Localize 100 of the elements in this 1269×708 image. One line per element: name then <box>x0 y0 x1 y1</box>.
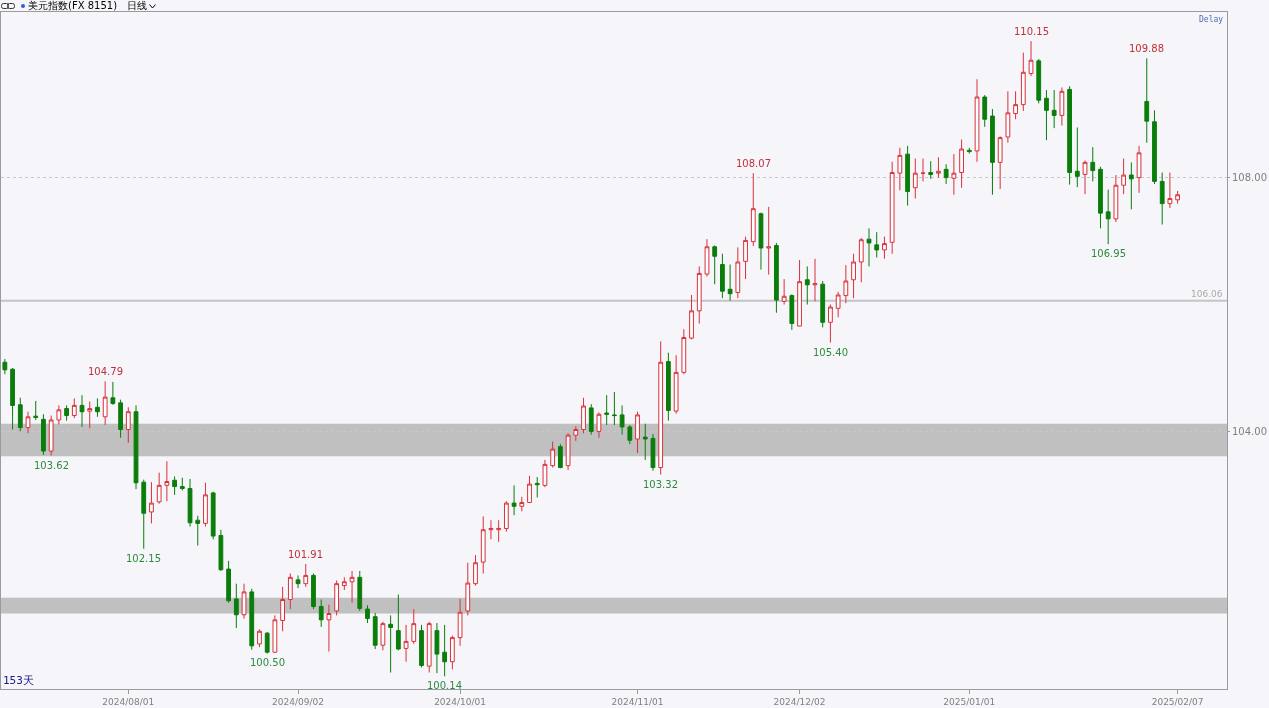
candlestick <box>203 482 208 528</box>
candlestick <box>272 614 278 654</box>
candlestick <box>48 415 54 457</box>
annotation: 104.79 <box>88 366 123 377</box>
candlestick <box>241 583 247 620</box>
candlestick <box>774 242 779 314</box>
text: Delay <box>1199 15 1224 24</box>
candlestick <box>179 477 185 491</box>
y-tick-label: 104.00 <box>1232 425 1267 437</box>
candlestick <box>588 403 594 436</box>
annotation: 102.15 <box>126 553 161 564</box>
candlestick <box>264 631 270 654</box>
candlestick <box>496 519 502 543</box>
candlestick <box>457 598 463 647</box>
candlestick <box>442 624 448 677</box>
candlestick <box>372 612 378 650</box>
candlestick <box>33 400 39 421</box>
candlestick <box>766 206 772 276</box>
candlestick <box>295 574 301 589</box>
candlestick <box>519 496 525 512</box>
candlestick <box>303 563 309 588</box>
candlestick <box>696 265 702 325</box>
candlestick <box>1090 146 1096 182</box>
candlestick <box>557 443 563 469</box>
candlestick <box>233 583 239 629</box>
candlestick <box>858 237 864 283</box>
candlestick <box>642 423 648 461</box>
candlestick <box>565 432 571 471</box>
candlestick <box>195 515 201 547</box>
x-tick-label: 2024/12/02 <box>773 696 826 707</box>
candlestick <box>635 411 640 454</box>
candlestick <box>596 411 602 439</box>
x-tick-label: 2024/08/01 <box>102 696 155 707</box>
candlestick <box>943 163 949 185</box>
candlestick <box>149 481 154 524</box>
candlestick <box>781 278 787 305</box>
candlestick <box>1074 126 1080 188</box>
candlestick <box>102 380 108 426</box>
candlestick <box>1082 159 1088 195</box>
candlestick <box>280 586 286 632</box>
candlestick <box>966 147 972 154</box>
candlestick <box>172 475 177 496</box>
candlestick <box>380 621 386 651</box>
candlestick <box>503 500 509 533</box>
candlestick <box>889 161 895 255</box>
candlestick <box>627 424 633 445</box>
x-tick-label: 2024/10/01 <box>434 696 487 707</box>
candlestick <box>1036 58 1042 104</box>
candlestick <box>41 413 46 456</box>
candlestick <box>488 519 494 540</box>
candlestick <box>912 158 918 200</box>
annotation: 105.40 <box>813 347 848 358</box>
candlestick <box>820 280 826 328</box>
candlestick <box>673 354 679 415</box>
candlestick <box>1059 87 1065 127</box>
candlestick <box>897 147 903 191</box>
candlestick <box>612 391 617 426</box>
candlestick <box>1105 189 1111 245</box>
candlestick <box>851 253 856 299</box>
candlestick <box>835 291 841 318</box>
candlestick <box>511 484 517 516</box>
candlestick <box>1028 40 1034 77</box>
candlestick <box>395 593 401 651</box>
candlestick <box>650 433 656 472</box>
candlestick <box>403 624 409 663</box>
annotation: 153天 <box>3 674 34 687</box>
candlestick <box>990 108 995 196</box>
candlestick <box>828 304 833 344</box>
candlestick <box>1136 145 1142 194</box>
candlestick <box>797 259 802 327</box>
candlestick <box>1144 57 1150 144</box>
candlestick <box>210 491 216 540</box>
candlestick <box>71 397 77 419</box>
candlestick <box>720 253 725 299</box>
candlestick <box>666 352 671 422</box>
candlestick <box>411 608 417 645</box>
candlestick <box>64 404 69 422</box>
candlestick <box>357 570 363 612</box>
x-tick-label: 2024/09/02 <box>272 696 324 707</box>
candlestick <box>959 139 964 189</box>
candlestick <box>311 573 316 610</box>
candlestick <box>1159 172 1165 226</box>
candlestick <box>257 628 262 648</box>
candlestick <box>1167 172 1173 209</box>
candlestick <box>287 573 293 610</box>
candlestick <box>658 340 664 476</box>
candlestick <box>141 479 147 550</box>
candlestick <box>25 411 31 434</box>
candlestick <box>735 246 741 299</box>
x-tick-label: 2025/01/01 <box>943 696 996 707</box>
candlestick <box>465 562 471 616</box>
y-tick-label: 108.00 <box>1232 172 1267 184</box>
candlestick <box>936 156 941 179</box>
candlestick <box>318 599 324 628</box>
candlestick <box>1175 190 1181 205</box>
candlestick <box>997 135 1003 190</box>
candlestick <box>982 94 988 128</box>
candlestick <box>56 404 62 425</box>
candlestick <box>905 145 910 207</box>
candlestick <box>727 264 733 302</box>
